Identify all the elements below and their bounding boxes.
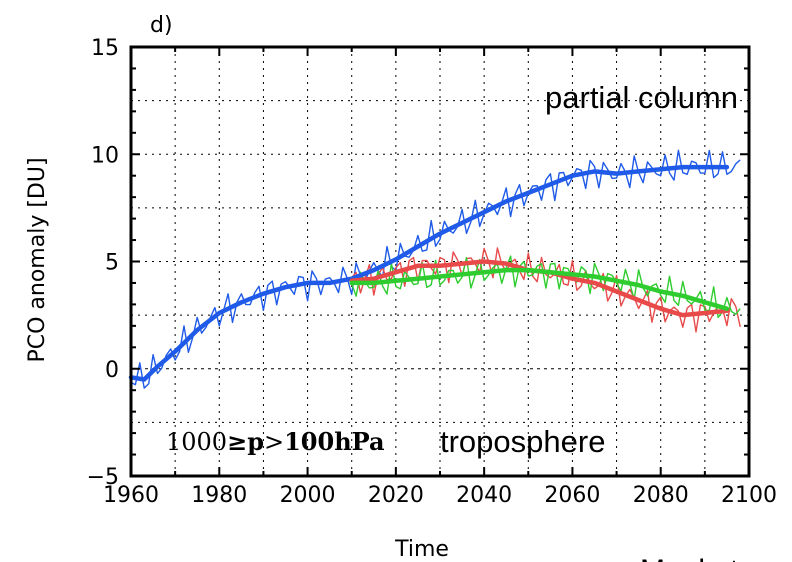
y-tick-label: 10 — [91, 143, 119, 168]
series-annual-line — [351, 255, 741, 319]
series-smoothed-line — [349, 267, 730, 311]
y-tick-label: 15 — [91, 36, 119, 61]
x-tick-label: 2020 — [368, 483, 424, 508]
y-tick-label: −5 — [87, 465, 119, 490]
x-tick-labels: 1960 1980 2000 2020 2040 2060 2080 2100 — [103, 483, 777, 508]
pressure-prefix: 1000 — [166, 428, 227, 456]
pressure-value: 100 — [284, 427, 334, 456]
series-annual-line — [351, 247, 741, 333]
pressure-ge-symbol: ≥ — [227, 427, 247, 456]
grid — [131, 47, 749, 476]
y-tick-labels: −5 0 5 10 15 — [87, 36, 119, 490]
partial-column-annotation: partial column — [545, 80, 738, 115]
y-axis-label: PCO anomaly [DU] — [25, 157, 50, 362]
x-tick-label: 1960 — [103, 483, 159, 508]
credit-text: Meul et — [640, 554, 739, 562]
x-tick-label: 2060 — [544, 483, 600, 508]
pressure-p: p — [247, 427, 264, 456]
panel-label: d) — [150, 13, 173, 38]
x-tick-label: 2040 — [456, 483, 512, 508]
troposphere-annotation: troposphere — [440, 424, 605, 459]
x-tick-label: 2100 — [721, 483, 777, 508]
y-tick-label: 0 — [105, 358, 119, 383]
x-tick-label: 2080 — [633, 483, 689, 508]
x-tick-label: 1980 — [191, 483, 247, 508]
series-smoothed-line — [128, 164, 730, 382]
x-axis-label: Time — [394, 537, 449, 562]
y-tick-label: 5 — [105, 251, 119, 276]
pressure-range-annotation: 1000≥p>100hPa — [166, 427, 385, 456]
series-layer — [128, 149, 741, 389]
pressure-unit: hPa — [334, 427, 384, 456]
tick-marks — [130, 46, 750, 477]
pressure-gt-symbol: > — [264, 428, 284, 456]
series-annual-line — [130, 149, 741, 389]
x-tick-label: 2000 — [280, 483, 336, 508]
